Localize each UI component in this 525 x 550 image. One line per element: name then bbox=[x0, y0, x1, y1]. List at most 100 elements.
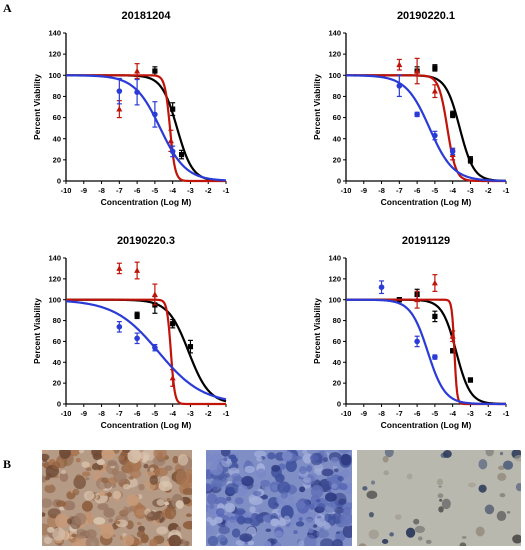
chart-2: 20190220.1 0 20 40 60 80 100 120 140 -10 -9 -8 -7 -6 -… bbox=[312, 10, 509, 207]
y-tick-label: 100 bbox=[48, 295, 61, 304]
x-tick-label: -7 bbox=[116, 186, 123, 195]
x-tick-label: -3 bbox=[187, 409, 194, 418]
x-axis-label: Concentration (Log M) bbox=[381, 197, 472, 207]
x-tick-label: -9 bbox=[360, 409, 367, 418]
y-tick-label: 0 bbox=[57, 400, 61, 409]
y-tick-label: 40 bbox=[53, 358, 61, 367]
data-point-red bbox=[116, 262, 123, 275]
y-tick-label: 100 bbox=[328, 71, 341, 80]
micrograph-image-1 bbox=[42, 450, 192, 546]
y-tick-label: 20 bbox=[53, 155, 61, 164]
x-tick-label: -1 bbox=[503, 186, 510, 195]
y-tick-label: 120 bbox=[328, 274, 341, 283]
fit-curve-black bbox=[346, 74, 507, 182]
x-tick-label: -2 bbox=[205, 409, 212, 418]
y-tick-label: 80 bbox=[333, 316, 341, 325]
x-tick-label: -10 bbox=[61, 186, 72, 195]
data-point-blue bbox=[152, 343, 158, 352]
x-tick-label: -9 bbox=[80, 186, 87, 195]
y-tick-label: 80 bbox=[53, 316, 61, 325]
x-tick-label: -8 bbox=[98, 186, 105, 195]
data-point-black bbox=[187, 339, 194, 354]
fit-curve-black bbox=[66, 74, 227, 182]
y-tick-label: 20 bbox=[53, 379, 61, 388]
data-point-red bbox=[431, 84, 438, 99]
y-tick-label: 140 bbox=[48, 254, 61, 263]
data-point-red bbox=[414, 57, 421, 85]
data-point-blue bbox=[414, 111, 420, 118]
data-point-red bbox=[134, 63, 141, 80]
x-tick-label: -1 bbox=[503, 409, 510, 418]
x-tick-label: -8 bbox=[378, 186, 385, 195]
x-tick-label: -5 bbox=[152, 409, 159, 418]
x-tick-label: -8 bbox=[378, 409, 385, 418]
fit-curve-blue bbox=[346, 298, 506, 406]
x-tick-label: -5 bbox=[152, 186, 159, 195]
x-tick-label: -6 bbox=[134, 186, 141, 195]
micrograph-tissue-stained-blue bbox=[206, 450, 352, 546]
x-tick-label: -2 bbox=[205, 186, 212, 195]
y-tick-label: 20 bbox=[333, 155, 341, 164]
x-tick-label: -7 bbox=[396, 409, 403, 418]
data-point-blue bbox=[432, 130, 438, 141]
x-tick-label: -6 bbox=[414, 186, 421, 195]
y-axis-label: Percent Viability bbox=[312, 74, 322, 140]
x-tick-label: -10 bbox=[341, 186, 352, 195]
data-point-blue bbox=[134, 78, 140, 106]
chart-1: 20181204 0 20 40 60 80 100 120 140 -10 -9 -8 -7 -6 -5 -… bbox=[32, 10, 229, 207]
fit-curve-red bbox=[346, 74, 506, 183]
x-tick-label: -3 bbox=[467, 409, 474, 418]
y-tick-label: 140 bbox=[328, 254, 341, 263]
x-tick-label: -7 bbox=[116, 409, 123, 418]
fit-curve-red bbox=[66, 74, 226, 183]
data-point-black bbox=[178, 149, 185, 160]
x-tick-label: -2 bbox=[485, 409, 492, 418]
data-point-black bbox=[467, 156, 474, 164]
y-tick-label: 120 bbox=[328, 50, 341, 59]
x-tick-label: -2 bbox=[485, 186, 492, 195]
data-point-blue bbox=[134, 332, 140, 345]
x-tick-label: -4 bbox=[169, 409, 176, 418]
x-tick-label: -4 bbox=[449, 186, 456, 195]
data-point-black bbox=[432, 310, 438, 323]
micrograph-cells-sparse bbox=[357, 450, 521, 546]
x-tick-label: -5 bbox=[432, 409, 439, 418]
x-tick-label: -3 bbox=[187, 186, 194, 195]
data-point-blue bbox=[414, 335, 420, 348]
y-tick-label: 80 bbox=[333, 92, 341, 101]
chart-title: 20181204 bbox=[122, 10, 172, 22]
y-tick-label: 140 bbox=[328, 29, 341, 38]
panel-label-b: B bbox=[3, 457, 11, 471]
data-point-black bbox=[450, 110, 456, 119]
y-tick-label: 0 bbox=[337, 400, 341, 409]
y-tick-label: 140 bbox=[48, 29, 61, 38]
y-tick-label: 60 bbox=[53, 113, 61, 122]
data-point-black bbox=[170, 102, 176, 117]
x-tick-label: -7 bbox=[396, 186, 403, 195]
x-tick-label: -6 bbox=[134, 409, 141, 418]
x-axis-label: Concentration (Log M) bbox=[381, 420, 472, 430]
data-point-blue bbox=[432, 354, 438, 360]
x-axis-label: Concentration (Log M) bbox=[101, 420, 192, 430]
y-tick-label: 0 bbox=[337, 177, 341, 186]
x-tick-label: -10 bbox=[341, 409, 352, 418]
y-tick-label: 120 bbox=[48, 50, 61, 59]
y-tick-label: 100 bbox=[328, 295, 341, 304]
fit-curve-red bbox=[66, 298, 226, 406]
y-tick-label: 40 bbox=[333, 134, 341, 143]
data-point-blue bbox=[169, 145, 176, 158]
chart-3: 20190220.3 0 20 40 60 80 100 120 140 -10 -9 -8 -7 -6 -… bbox=[32, 235, 229, 430]
micrograph-tissue-stained-brown bbox=[42, 450, 192, 546]
x-tick-label: -5 bbox=[432, 186, 439, 195]
data-point-black bbox=[152, 66, 158, 76]
data-point-red bbox=[449, 330, 456, 343]
data-point-red bbox=[414, 290, 421, 309]
data-point-black bbox=[467, 377, 474, 383]
data-point-red bbox=[431, 274, 438, 292]
data-point-red bbox=[151, 283, 158, 306]
micrograph-image-3 bbox=[357, 450, 521, 546]
data-point-blue bbox=[396, 74, 403, 98]
fit-curve-red bbox=[346, 298, 506, 406]
x-tick-label: -9 bbox=[80, 409, 87, 418]
